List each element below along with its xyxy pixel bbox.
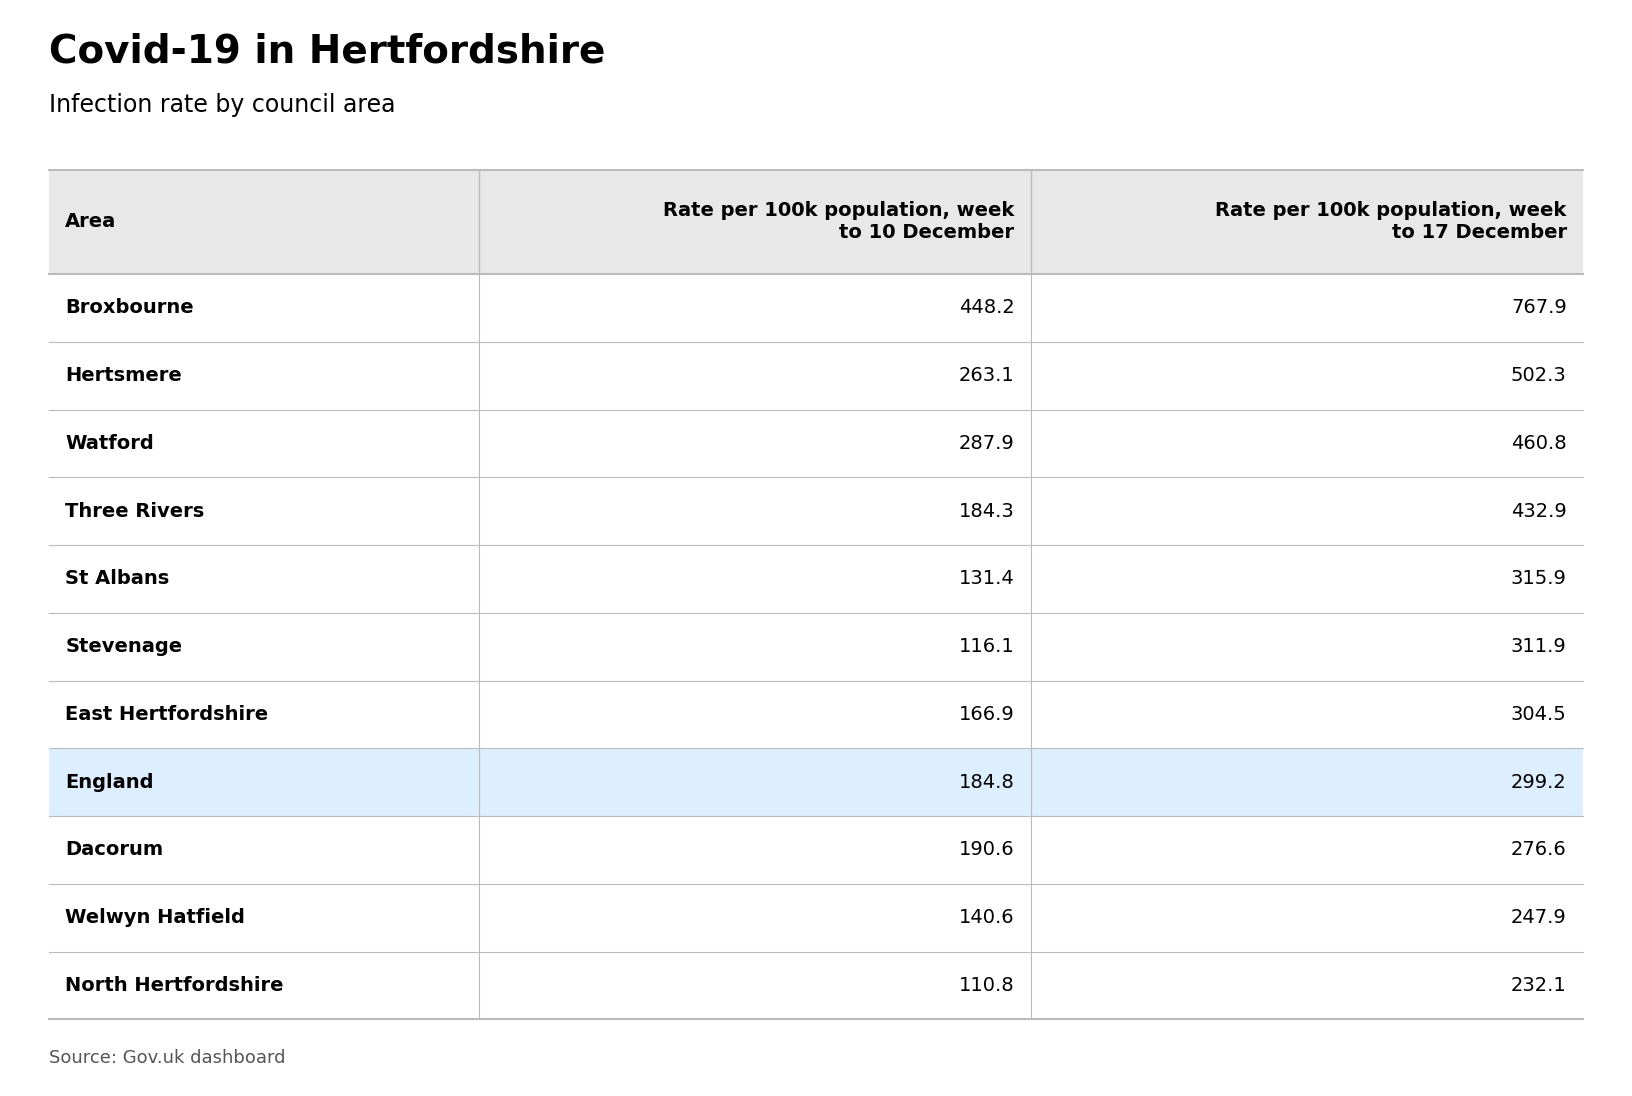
Text: 190.6: 190.6	[960, 841, 1015, 859]
Text: St Albans: St Albans	[65, 570, 170, 589]
Text: England: England	[65, 773, 153, 791]
Text: Stevenage: Stevenage	[65, 637, 183, 657]
Text: East Hertfordshire: East Hertfordshire	[65, 705, 268, 723]
Text: 116.1: 116.1	[958, 637, 1015, 657]
Text: BBC: BBC	[1516, 1051, 1560, 1070]
Text: 140.6: 140.6	[960, 909, 1015, 927]
Text: 304.5: 304.5	[1511, 705, 1567, 723]
Text: Rate per 100k population, week
to 17 December: Rate per 100k population, week to 17 Dec…	[1216, 202, 1567, 242]
Text: 276.6: 276.6	[1511, 841, 1567, 859]
Text: 432.9: 432.9	[1511, 502, 1567, 521]
Text: Dacorum: Dacorum	[65, 841, 163, 859]
Text: 299.2: 299.2	[1511, 773, 1567, 791]
Text: Hertsmere: Hertsmere	[65, 366, 183, 385]
Text: Covid-19 in Hertfordshire: Covid-19 in Hertfordshire	[49, 33, 605, 71]
Text: 767.9: 767.9	[1511, 298, 1567, 318]
Text: 166.9: 166.9	[958, 705, 1015, 723]
Text: 184.8: 184.8	[958, 773, 1015, 791]
Text: 232.1: 232.1	[1511, 975, 1567, 995]
Text: 110.8: 110.8	[960, 975, 1015, 995]
Text: Infection rate by council area: Infection rate by council area	[49, 93, 395, 117]
Text: 184.3: 184.3	[958, 502, 1015, 521]
Text: Welwyn Hatfield: Welwyn Hatfield	[65, 909, 245, 927]
Text: Watford: Watford	[65, 434, 153, 453]
Text: Broxbourne: Broxbourne	[65, 298, 194, 318]
Text: 315.9: 315.9	[1511, 570, 1567, 589]
Text: Area: Area	[65, 213, 116, 231]
Text: North Hertfordshire: North Hertfordshire	[65, 975, 284, 995]
Text: 131.4: 131.4	[958, 570, 1015, 589]
Text: 247.9: 247.9	[1511, 909, 1567, 927]
Text: Source: Gov.uk dashboard: Source: Gov.uk dashboard	[49, 1049, 286, 1066]
Text: 311.9: 311.9	[1511, 637, 1567, 657]
Text: 448.2: 448.2	[958, 298, 1015, 318]
Text: Three Rivers: Three Rivers	[65, 502, 204, 521]
Text: 502.3: 502.3	[1511, 366, 1567, 385]
Text: 460.8: 460.8	[1511, 434, 1567, 453]
Text: 263.1: 263.1	[958, 366, 1015, 385]
Text: Rate per 100k population, week
to 10 December: Rate per 100k population, week to 10 Dec…	[663, 202, 1015, 242]
Text: 287.9: 287.9	[958, 434, 1015, 453]
